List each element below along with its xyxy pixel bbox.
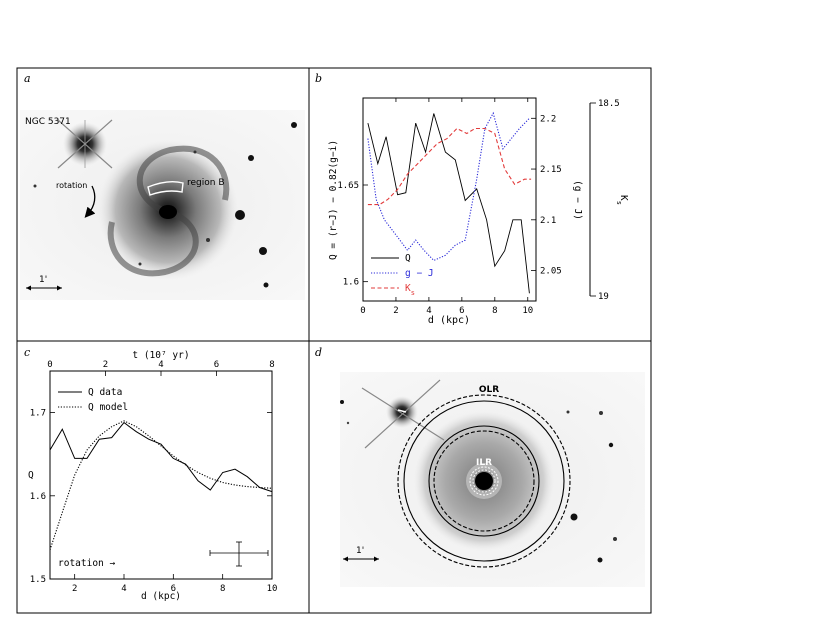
scale-bar-a: [26, 285, 62, 291]
panel-a: a NGC 5: [20, 72, 305, 300]
panel-letter: c: [24, 346, 30, 359]
series-line-0: [49, 421, 273, 493]
x-tick-label: 8: [492, 306, 497, 316]
x-tick-label: 2: [72, 584, 77, 594]
chart-c-annotation: rotation →: [58, 558, 115, 569]
y-tick-label: 1.5: [30, 575, 46, 585]
rotation-arrow: [84, 185, 96, 218]
x-tick-label: 6: [459, 306, 464, 316]
inner-dashed-circle: [433, 430, 535, 532]
y-right-tick-label: 2.05: [540, 267, 562, 277]
top-x-tick-label: 4: [158, 360, 163, 370]
series-line-0: [367, 113, 530, 294]
chart-b: 0 2 4 6 8 10 1.6 1.65 2.05 2.1 2.15 2.2 18.5 19 Qg…: [328, 97, 629, 326]
chart-b-xlabel: d (kpc): [428, 315, 470, 326]
y-right-tick-label: 2.2: [540, 114, 556, 124]
x-tick-label: 0: [360, 306, 365, 316]
region-b-label: region B: [187, 178, 225, 188]
panel-b: b 0 2 4 6 8 10 1.6 1.65 2.05 2.1 2.15 2.2 18.5 19 …: [315, 72, 629, 326]
chart-b-xaxis: 0 2 4 6 8 10: [360, 98, 533, 316]
chart-c-top-xaxis: 0 2 4 6 8: [47, 360, 275, 376]
chart-b-ylabel-left: Q = (r−J) − 0.82(g−i): [328, 140, 339, 260]
x-tick-label: 4: [121, 584, 126, 594]
chart-b-legend: Qg − J Ks: [371, 253, 434, 297]
panel-c: c 2 4 6 8 10 0 2 4 6 8 1.5 1.6 1.7 Q data Q model r…: [24, 346, 277, 602]
legend-label: Q model: [88, 402, 128, 413]
star-ngc5371: [57, 119, 113, 169]
panel-letter: b: [315, 72, 322, 85]
legend-label: Q data: [88, 387, 122, 398]
chart-c-xlabel: d (kpc): [141, 591, 181, 602]
y-right-tick-label: 2.1: [540, 216, 556, 226]
chart-b-frame: [362, 97, 537, 302]
scale-label-a: 1': [39, 275, 47, 285]
olr-outer-circle: [397, 394, 571, 568]
spiral-galaxy-a: [98, 140, 238, 280]
ilr-label: ILR: [476, 458, 492, 468]
galaxy-label: NGC 5371: [25, 117, 71, 127]
top-x-tick-label: 6: [214, 360, 219, 370]
field-stars-a: [33, 122, 297, 288]
spiral-galaxy-d: [414, 411, 554, 551]
chart-c-legend: Q data Q model: [58, 387, 128, 413]
chart-c-xaxis: 2 4 6 8 10: [72, 574, 277, 594]
top-x-tick-label: 2: [103, 360, 108, 370]
scale-bar-d: [343, 556, 379, 562]
y-tick-label: 1.65: [337, 181, 359, 191]
series-line-1: [367, 111, 530, 262]
ks-tick-label: 18.5: [598, 99, 620, 109]
chart-b-right-axis: 2.05 2.1 2.15 2.2: [531, 114, 562, 277]
olr-label: OLR: [479, 385, 499, 395]
error-bar: [209, 541, 269, 567]
rotation-label: rotation: [56, 181, 87, 190]
x-tick-label: 2: [393, 306, 398, 316]
y-tick-label: 1.6: [30, 492, 46, 502]
field-stars-d: [340, 400, 617, 563]
legend-label: Q: [405, 253, 411, 264]
top-x-tick-label: 8: [269, 360, 274, 370]
x-tick-label: 4: [426, 306, 431, 316]
series-line-2: [367, 127, 532, 206]
figure-frame: [16, 67, 652, 614]
panel-letter: a: [24, 72, 31, 85]
series-line-1: [49, 420, 273, 551]
chart-c: 2 4 6 8 10 0 2 4 6 8 1.5 1.6 1.7 Q data Q model rot…: [28, 350, 277, 602]
chart-b-ylabel-ks: Ks: [615, 195, 629, 205]
x-tick-label: 8: [220, 584, 225, 594]
y-right-tick-label: 2.15: [540, 165, 562, 175]
chart-b-ylabel-right: (g − J): [572, 180, 583, 220]
chart-c-yaxis: 1.5 1.6 1.7: [30, 409, 272, 585]
resonance-circles: [397, 394, 571, 568]
y-tick-label: 1.6: [343, 278, 359, 288]
chart-c-ylabel: Q: [28, 470, 34, 481]
chart-c-series: [49, 420, 273, 551]
x-tick-label: 6: [171, 584, 176, 594]
chart-c-top-xlabel: t (10⁷ yr): [132, 350, 189, 361]
chart-b-left-axis: 1.6 1.65: [337, 181, 368, 288]
panel-letter: d: [315, 346, 322, 359]
ks-tick-label: 19: [598, 292, 609, 302]
ilr-outer-circle: [469, 466, 499, 496]
star-ngc5371-d: [361, 379, 445, 449]
ilr-inner-circle: [472, 469, 496, 493]
chart-b-series: [367, 111, 532, 294]
legend-label: Ks: [405, 283, 415, 297]
scale-label-d: 1': [356, 546, 364, 556]
corotation-circle: [403, 400, 565, 562]
legend-label: g − J: [405, 268, 434, 279]
top-x-tick-label: 0: [47, 360, 52, 370]
panel-d: d OL: [315, 346, 645, 587]
chart-b-ks-axis: 18.5 19: [590, 99, 620, 302]
x-tick-label: 10: [267, 584, 278, 594]
region-b-marker: [147, 180, 184, 196]
y-tick-label: 1.7: [30, 409, 46, 419]
inner-solid-circle: [428, 425, 540, 537]
x-tick-label: 10: [522, 306, 533, 316]
